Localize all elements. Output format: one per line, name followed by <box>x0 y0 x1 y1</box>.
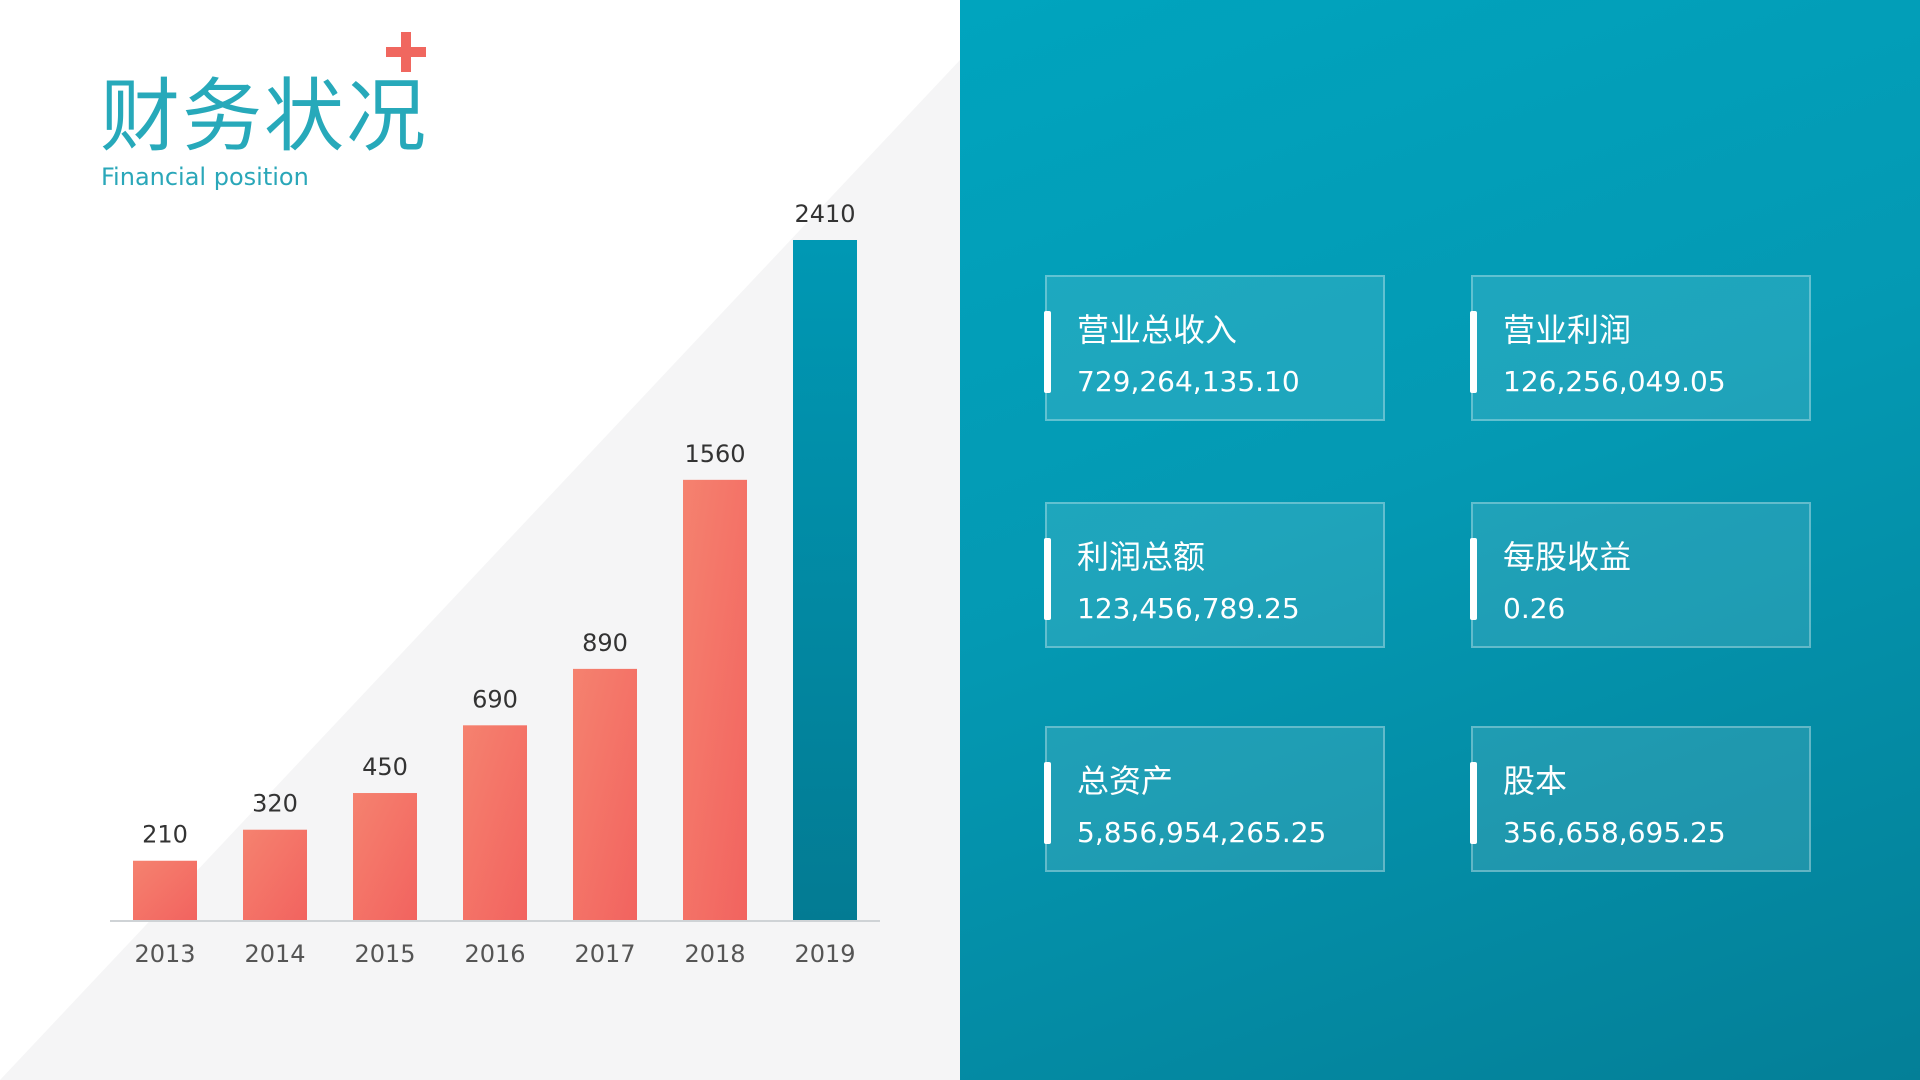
x-tick-label-2016: 2016 <box>464 940 525 968</box>
data-label-2017: 890 <box>582 629 628 657</box>
stat-accent-bar <box>1044 762 1051 844</box>
stat-card: 营业总收入 729,264,135.10 <box>1044 275 1385 421</box>
bar-2016 <box>463 725 527 920</box>
x-tick-label-2015: 2015 <box>354 940 415 968</box>
page-subtitle: Financial position <box>101 163 309 191</box>
left-panel: 财务状况 Financial position 210 2013 320 2014 45… <box>100 32 880 968</box>
right-panel: 营业总收入 729,264,135.10 营业利润 126,256,049.05 利润总… <box>960 0 1920 1080</box>
data-label-2016: 690 <box>472 685 518 713</box>
x-tick-label-2017: 2017 <box>574 940 635 968</box>
x-tick-label-2014: 2014 <box>244 940 305 968</box>
stat-card: 股本 356,658,695.25 <box>1470 726 1811 872</box>
data-label-2019: 2410 <box>794 200 855 228</box>
stat-label: 营业总收入 <box>1077 311 1238 349</box>
data-label-2014: 320 <box>252 790 298 818</box>
page-title: 财务状况 <box>100 70 428 163</box>
stat-value: 729,264,135.10 <box>1077 365 1300 398</box>
data-label-2015: 450 <box>362 753 408 781</box>
stat-card: 利润总额 123,456,789.25 <box>1044 502 1385 648</box>
stat-card: 营业利润 126,256,049.05 <box>1470 275 1811 421</box>
bar-2013 <box>133 860 197 920</box>
stat-value: 0.26 <box>1503 592 1566 625</box>
stat-accent-bar <box>1470 762 1477 844</box>
bar-chart: 210 2013 320 2014 450 2015 690 2016 890 2017 1560 2… <box>110 200 880 968</box>
stat-accent-bar <box>1470 311 1477 393</box>
stat-value: 126,256,049.05 <box>1503 365 1726 398</box>
stat-value: 5,856,954,265.25 <box>1077 816 1327 849</box>
stat-label: 营业利润 <box>1503 311 1632 349</box>
stat-label: 总资产 <box>1077 762 1174 800</box>
stat-card: 总资产 5,856,954,265.25 <box>1044 726 1385 872</box>
x-tick-label-2018: 2018 <box>684 940 745 968</box>
bar-2019 <box>793 240 857 920</box>
bar-2018 <box>683 479 747 920</box>
data-label-2018: 1560 <box>684 440 745 468</box>
bar-2014 <box>243 829 307 920</box>
bar-2017 <box>573 668 637 920</box>
stat-label: 利润总额 <box>1077 538 1206 576</box>
plus-icon <box>386 32 426 72</box>
x-tick-label-2019: 2019 <box>794 940 855 968</box>
stat-value: 123,456,789.25 <box>1077 592 1300 625</box>
stat-accent-bar <box>1470 538 1477 620</box>
bar-2015 <box>353 793 417 920</box>
stat-accent-bar <box>1044 311 1051 393</box>
x-tick-label-2013: 2013 <box>134 940 195 968</box>
stat-label: 每股收益 <box>1503 538 1632 576</box>
stat-accent-bar <box>1044 538 1051 620</box>
data-label-2013: 210 <box>142 821 188 849</box>
stat-label: 股本 <box>1503 762 1568 800</box>
stat-value: 356,658,695.25 <box>1503 816 1726 849</box>
stat-card: 每股收益 0.26 <box>1470 502 1811 648</box>
